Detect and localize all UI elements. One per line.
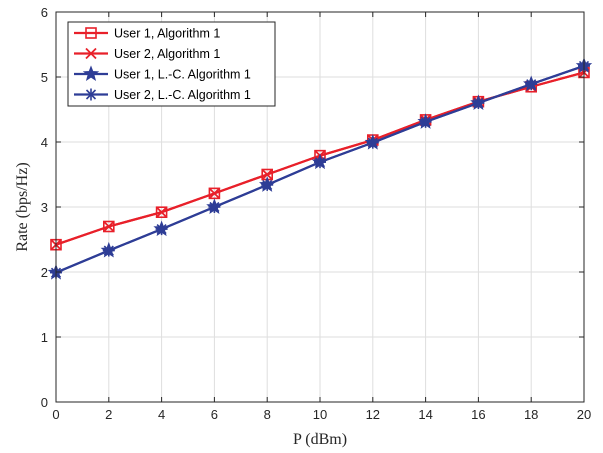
asterisk-marker [419, 115, 432, 128]
x-tick-label: 20 [577, 407, 591, 422]
asterisk-marker [102, 244, 115, 257]
square-marker [103, 220, 115, 233]
x-tick-label: 0 [52, 407, 59, 422]
y-tick-label: 6 [41, 5, 48, 20]
x-tick-label: 14 [418, 407, 432, 422]
x-tick-label: 8 [264, 407, 271, 422]
x-tick-label: 2 [105, 407, 112, 422]
x-tick-label: 16 [471, 407, 485, 422]
series-4 [50, 59, 590, 279]
x-marker [85, 47, 97, 60]
x-marker [155, 206, 168, 218]
asterisk-marker [261, 178, 274, 191]
x-tick-label: 4 [158, 407, 165, 422]
y-tick-label: 1 [41, 330, 48, 345]
legend: User 1, Algorithm 1 User 2, Algorithm 1 Us… [67, 21, 276, 107]
asterisk-marker [155, 223, 168, 236]
series-layer [47, 57, 593, 280]
legend-item: User 1, L.-C. Algorithm 1 [74, 65, 251, 82]
asterisk-marker [314, 156, 326, 169]
legend-item: User 2, L.-C. Algorithm 1 [74, 88, 251, 102]
legend-label: User 1, L.-C. Algorithm 1 [114, 68, 251, 82]
y-axis-title: Rate (bps/Hz) [14, 162, 31, 251]
asterisk-marker [525, 78, 538, 91]
legend-box [67, 21, 276, 107]
legend-item: User 1, Algorithm 1 [74, 27, 220, 41]
x-marker [103, 220, 115, 233]
square-marker [208, 187, 221, 200]
y-tick-label: 3 [41, 200, 48, 215]
asterisk-marker [472, 97, 485, 109]
square-marker [85, 27, 97, 39]
y-tick-label: 0 [41, 395, 48, 410]
x-tick-label: 18 [524, 407, 538, 422]
x-axis-title: P (dBm) [293, 431, 347, 448]
x-marker [208, 187, 221, 199]
asterisk-marker [85, 88, 97, 101]
y-tick-label: 4 [41, 135, 48, 150]
x-tick-label: 10 [313, 407, 327, 422]
x-tick-label: 12 [366, 407, 380, 422]
square-marker [155, 206, 168, 218]
asterisk-marker [366, 136, 379, 149]
x-marker [261, 168, 273, 181]
asterisk-marker [208, 201, 221, 213]
x-tick-label: 6 [211, 407, 218, 422]
y-tick-label: 2 [41, 265, 48, 280]
legend-label: User 2, Algorithm 1 [114, 47, 220, 61]
legend-label: User 2, L.-C. Algorithm 1 [114, 88, 251, 102]
star-marker [82, 65, 100, 81]
legend-label: User 1, Algorithm 1 [114, 27, 220, 41]
y-tick-label: 5 [41, 70, 48, 85]
legend-item: User 2, Algorithm 1 [74, 47, 220, 61]
